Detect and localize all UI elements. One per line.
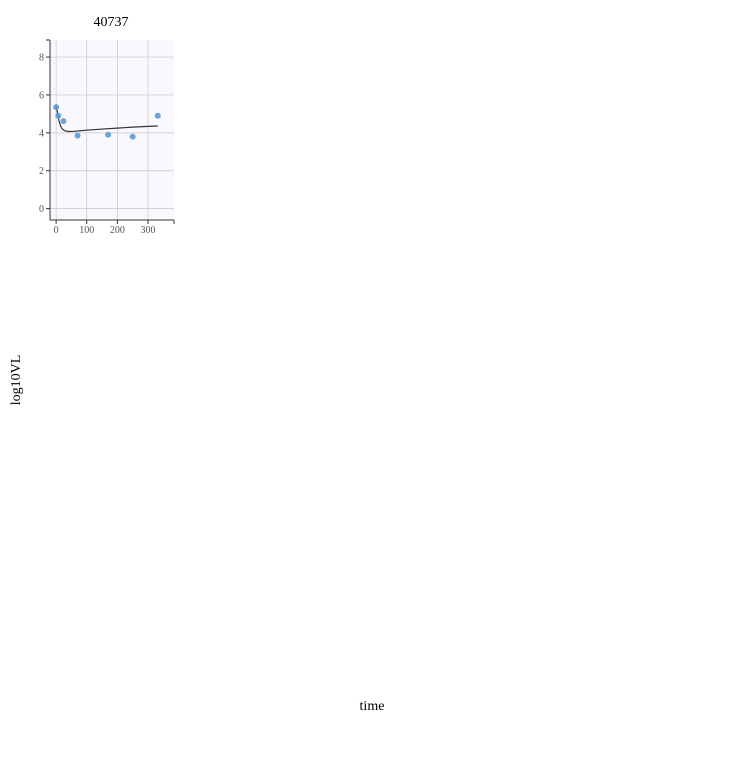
x-tick-label: 200 (110, 225, 125, 236)
x-tick-label: 100 (79, 225, 94, 236)
y-tick-label: 6 (39, 90, 44, 101)
y-tick-label: 0 (39, 204, 44, 215)
data-point (53, 104, 60, 111)
data-point (154, 112, 161, 119)
x-tick-label: 300 (140, 225, 155, 236)
data-point (60, 118, 67, 125)
plot-panel (50, 40, 174, 220)
fit-line (55, 104, 158, 133)
chart-title: 40737 (94, 15, 129, 30)
axes (46, 39, 175, 224)
data-point (74, 132, 81, 139)
data-point (55, 112, 62, 119)
y-axis-title: log10VL (9, 355, 24, 406)
tick-labels: 0 2 4 6 8 0 100 200 300 (39, 53, 155, 236)
data-points (53, 104, 161, 140)
y-tick-label: 2 (39, 166, 44, 177)
data-point (129, 133, 136, 140)
fit-lines (55, 104, 158, 133)
y-tick-label: 4 (39, 128, 44, 139)
y-tick-label: 8 (39, 53, 44, 64)
x-tick-label: 0 (54, 225, 59, 236)
data-point (105, 131, 112, 138)
x-axis-title: time (360, 699, 385, 714)
